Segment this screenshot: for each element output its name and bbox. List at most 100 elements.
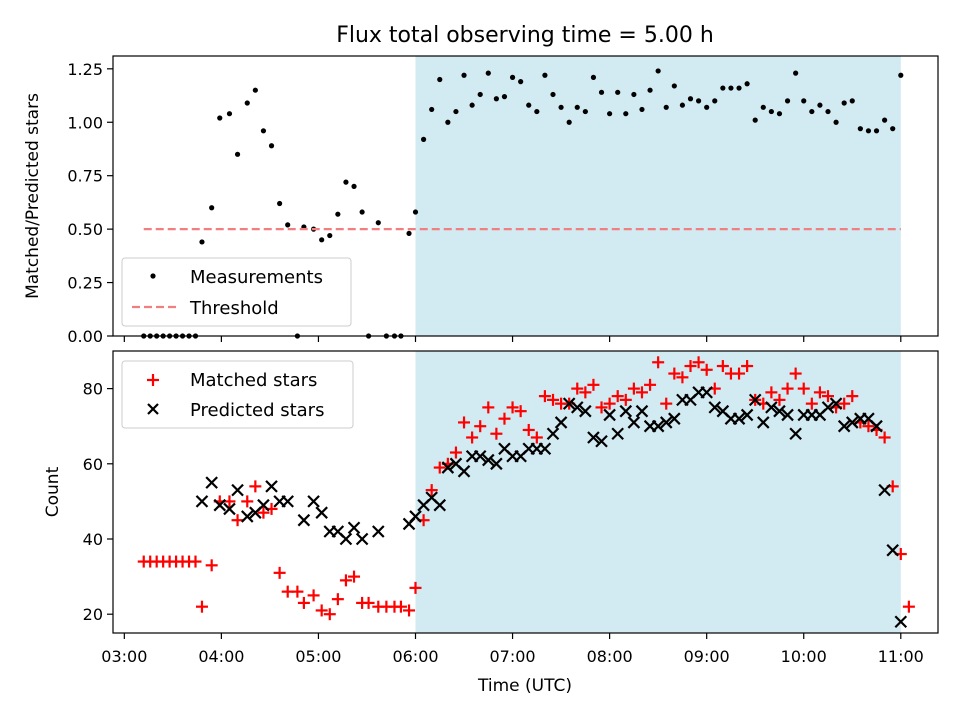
top-ylabel: Matched/Predicted stars (23, 93, 43, 299)
measurement-point (268, 143, 275, 149)
matched-star-point (878, 431, 891, 444)
predicted-star-point (781, 408, 794, 422)
measurement-point (873, 128, 880, 134)
bottom-x-ticks: 03:00 04:00 05:00 06:00 07:00 08:00 09:00 10:00… (101, 633, 924, 666)
measurement-point (615, 89, 621, 95)
matched-star-point (538, 390, 551, 403)
matched-star-point (668, 367, 681, 380)
matched-star-point (716, 360, 729, 373)
legend-matched-label: Matched stars (190, 370, 317, 391)
matched-star-point (514, 405, 527, 418)
predicted-star-point (339, 532, 353, 546)
predicted-star-point (240, 510, 254, 523)
measurement-point (598, 89, 605, 95)
predicted-star-point (205, 476, 218, 489)
bottom-ylabel: Count (43, 466, 63, 517)
matched-star-point (362, 596, 375, 609)
predicted-star-point (789, 427, 802, 440)
measurement-point (679, 102, 686, 108)
measurement-point (728, 85, 734, 91)
bottom-ytick-label: 20 (83, 605, 103, 624)
bottom-xtick-label: 05:00 (295, 647, 341, 666)
matched-star-point (765, 386, 778, 399)
measurement-point (898, 72, 904, 78)
predicted-star-point (740, 408, 754, 422)
measurement-point (736, 85, 742, 91)
predicted-star-point (409, 510, 422, 523)
measurement-point (784, 98, 791, 104)
top-y-ticks: 0.00 0.25 0.50 0.75 1.00 1.25 (67, 60, 113, 346)
measurement-point (631, 91, 637, 98)
matched-star-point (644, 378, 657, 391)
predicted-star-point (562, 397, 576, 410)
legend-predicted-marker (147, 403, 159, 415)
measurement-point (327, 232, 333, 239)
measurement-point (841, 100, 847, 106)
matched-star-point (773, 393, 786, 406)
measurement-point (712, 98, 718, 104)
predicted-star-point (213, 498, 227, 512)
predicted-star-point (307, 495, 320, 508)
matched-star-point (838, 397, 851, 410)
measurement-point (801, 98, 807, 104)
measurement-point (375, 220, 381, 226)
top-shaded-span (415, 56, 901, 336)
matched-star-point (530, 431, 543, 444)
measurement-point (351, 183, 357, 189)
predicted-star-point (886, 544, 899, 557)
bottom-xtick-label: 07:00 (490, 647, 536, 666)
measurement-point (509, 74, 516, 80)
predicted-star-point (355, 532, 369, 546)
matched-star-point (781, 382, 794, 395)
predicted-star-point (457, 465, 471, 478)
top-ytick-label: 0.75 (67, 167, 103, 186)
top-legend: Measurements Threshold (121, 257, 352, 327)
measurement-point (558, 104, 564, 110)
predicted-star-point (878, 483, 891, 497)
bottom-legend: Matched stars Predicted stars (121, 360, 354, 429)
measurement-point (501, 94, 508, 100)
measurement-point (277, 200, 283, 207)
matched-star-point (323, 608, 336, 621)
measurement-point (477, 91, 483, 98)
measurement-point (671, 83, 677, 89)
matched-star-point (813, 386, 826, 399)
predicted-star-point (894, 615, 908, 628)
measurement-point (429, 106, 435, 113)
measurement-point (244, 100, 250, 106)
matched-star-point (394, 600, 407, 613)
matched-star-point (315, 604, 328, 617)
measurement-point (590, 74, 597, 80)
matched-star-point (846, 390, 859, 403)
bottom-xtick-label: 11:00 (878, 647, 924, 666)
matched-star-point (506, 401, 519, 414)
predicted-star-point (347, 521, 361, 534)
measurement-point (647, 87, 653, 93)
matched-star-point (603, 397, 616, 410)
matched-star-point (241, 495, 254, 508)
measurement-point (217, 115, 223, 121)
predicted-star-point (635, 404, 649, 418)
predicted-star-point (611, 427, 624, 440)
top-axes-frame (112, 55, 939, 337)
measurement-point (335, 211, 341, 217)
measurement-point (542, 72, 548, 78)
predicted-star-point (265, 480, 278, 493)
predicted-star-point (870, 419, 883, 433)
bottom-xtick-label: 06:00 (392, 647, 438, 666)
measurement-point (461, 72, 467, 78)
matched-star-point (635, 386, 648, 399)
measurement-point (234, 151, 241, 157)
matched-star-point (273, 566, 286, 579)
measurement-point (485, 70, 491, 76)
measurement-point (607, 111, 613, 117)
predicted-star-point (579, 404, 592, 418)
matched-star-point (684, 360, 697, 373)
matched-star-point (741, 360, 754, 373)
matched-star-point (433, 461, 446, 474)
predicted-star-point (829, 397, 843, 410)
matched-star-point (205, 559, 218, 572)
matched-star-point (189, 555, 202, 568)
measurement-point (695, 98, 702, 104)
